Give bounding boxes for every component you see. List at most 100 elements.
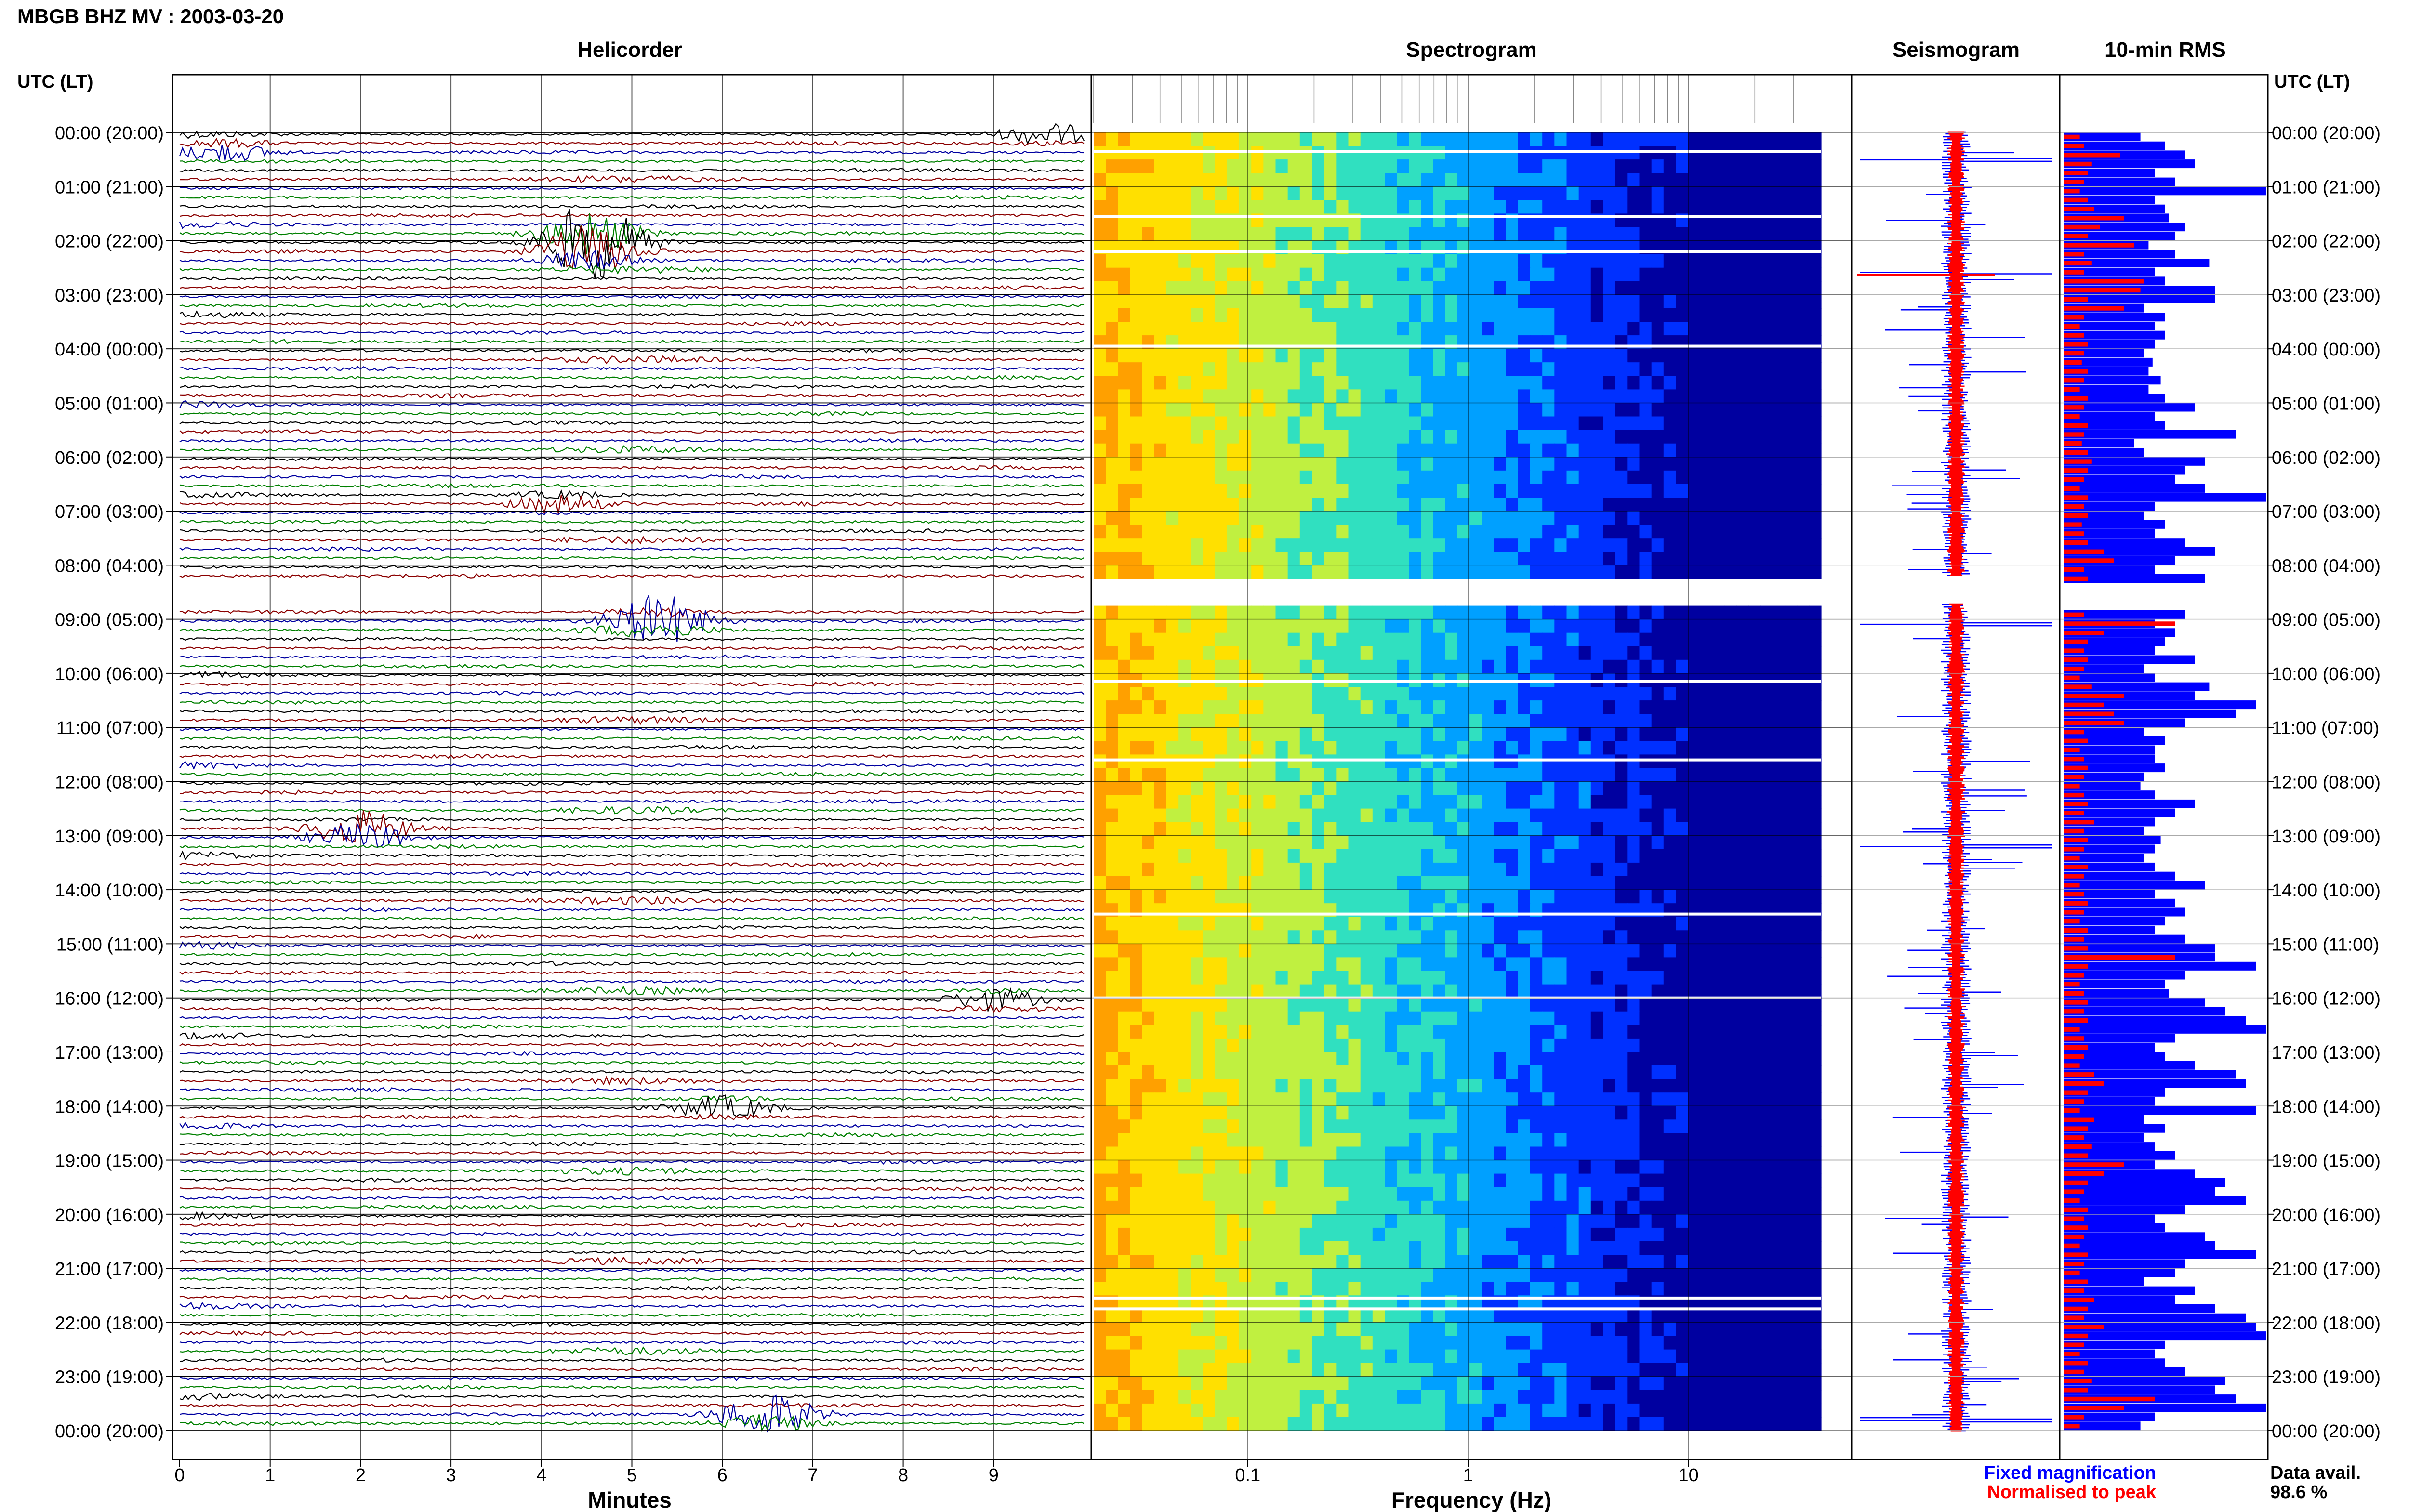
- spectrogram-cell: [1409, 646, 1422, 660]
- spectrogram-cell: [1469, 349, 1482, 363]
- spectrogram-cell: [1385, 267, 1397, 282]
- spectrogram-cell: [1482, 200, 1495, 214]
- spectrogram-cell: [1615, 930, 1628, 944]
- spectrogram-cell: [1239, 484, 1252, 498]
- spectrogram-cell: [1118, 511, 1131, 525]
- spectrogram-cell: [1603, 159, 1615, 173]
- spectrogram-cell: [1409, 862, 1422, 877]
- spectrogram-cell: [1445, 687, 1458, 701]
- spectrogram-cell: [1724, 849, 1737, 863]
- spectrogram-cell: [1263, 430, 1276, 444]
- spectrogram-cell: [1324, 457, 1337, 471]
- spectrogram-cell: [1336, 632, 1349, 647]
- spectrogram-cell: [1748, 862, 1761, 877]
- spectrogram-cell: [1191, 876, 1204, 890]
- spectrogram-cell: [1578, 849, 1591, 863]
- spectrogram-cell: [1760, 984, 1773, 999]
- spectrogram-cell: [1724, 443, 1737, 458]
- spectrogram-cell: [1312, 538, 1324, 552]
- spectrogram-cell: [1324, 741, 1337, 755]
- spectrogram-cell: [1627, 525, 1640, 539]
- spectrogram-cell: [1469, 1025, 1482, 1039]
- spectrogram-cell: [1360, 1025, 1373, 1039]
- spectrogram-cell: [1578, 1200, 1591, 1215]
- spectrogram-cell: [1651, 944, 1664, 958]
- spectrogram-cell: [1688, 984, 1700, 999]
- spectrogram-cell: [1554, 1052, 1567, 1066]
- spectrogram-cell: [1385, 998, 1397, 1012]
- spectrogram-cell: [1166, 376, 1179, 390]
- spectrogram-cell: [1409, 322, 1422, 336]
- spectrogram-cell: [1178, 768, 1191, 782]
- spectrogram-cell: [1530, 1011, 1543, 1026]
- spectrogram-cell: [1348, 294, 1361, 309]
- spectrogram-cell: [1360, 267, 1373, 282]
- spectrogram-cell: [1785, 687, 1798, 701]
- spectrogram-cell: [1651, 511, 1664, 525]
- spectrogram-cell: [1615, 470, 1628, 485]
- spectrogram-cell: [1130, 957, 1143, 972]
- spectrogram-cell: [1227, 565, 1240, 579]
- spectrogram-cell: [1445, 538, 1458, 552]
- spectrogram-cell: [1372, 430, 1385, 444]
- spectrogram-cell: [1748, 876, 1761, 890]
- spectrogram-cell: [1603, 1065, 1615, 1079]
- spectrogram-cell: [1324, 1065, 1337, 1079]
- spectrogram-cell: [1251, 267, 1264, 282]
- spectrogram-cell: [1360, 173, 1373, 187]
- spectrogram-cell: [1312, 200, 1324, 214]
- spectrogram-cell: [1615, 281, 1628, 295]
- spectrogram-cell: [1336, 132, 1349, 146]
- spectrogram-cell: [1324, 1227, 1337, 1242]
- spectrogram-cell: [1130, 430, 1143, 444]
- spectrogram-cell: [1639, 795, 1652, 809]
- spectrogram-cell: [1554, 511, 1567, 525]
- spectrogram-cell: [1688, 1200, 1700, 1215]
- spectrogram-cell: [1227, 605, 1240, 620]
- spectrogram-cell: [1397, 403, 1409, 417]
- spectrogram-cell: [1312, 484, 1324, 498]
- spectrogram-cell: [1663, 552, 1676, 565]
- spectrogram-cell: [1615, 457, 1628, 471]
- spectrogram-cell: [1760, 1214, 1773, 1228]
- spectrogram-cell: [1263, 538, 1276, 552]
- spectrogram-cell: [1142, 254, 1155, 268]
- spectrogram-cell: [1166, 971, 1179, 985]
- spectrogram-cell: [1094, 159, 1106, 173]
- spectrogram-cell: [1215, 538, 1228, 552]
- spectrogram-cell: [1397, 687, 1409, 701]
- spectrogram-cell: [1688, 1052, 1700, 1066]
- spectrogram-cell: [1566, 632, 1579, 647]
- spectrogram-cell: [1372, 173, 1385, 187]
- spectrogram-cell: [1154, 1200, 1167, 1215]
- spectrogram-cell: [1639, 200, 1652, 214]
- spectrogram-cell: [1445, 525, 1458, 539]
- spectrogram-cell: [1421, 1106, 1434, 1120]
- spectrogram-cell: [1299, 1025, 1312, 1039]
- spectrogram-cell: [1433, 1241, 1446, 1255]
- spectrogram-cell: [1299, 1052, 1312, 1066]
- spectrogram-cell: [1676, 1025, 1688, 1039]
- spectrogram-cell: [1785, 430, 1798, 444]
- spectrogram-cell: [1773, 998, 1786, 1012]
- spectrogram-cell: [1166, 227, 1179, 241]
- spectrogram-cell: [1397, 781, 1409, 796]
- spectrogram-cell: [1324, 957, 1337, 972]
- spectrogram-cell: [1191, 1038, 1204, 1052]
- spectrogram-cell: [1773, 822, 1786, 836]
- spectrogram-cell: [1178, 254, 1191, 268]
- spectrogram-cell: [1506, 457, 1519, 471]
- spectrogram-cell: [1566, 538, 1579, 552]
- spectrogram-cell: [1530, 146, 1543, 160]
- spectrogram-cell: [1530, 484, 1543, 498]
- spectrogram-cell: [1542, 971, 1555, 985]
- spectrogram-cell: [1748, 498, 1761, 512]
- spectrogram-cell: [1494, 930, 1507, 944]
- spectrogram-cell: [1590, 632, 1603, 647]
- spectrogram-cell: [1215, 741, 1228, 755]
- spectrogram-cell: [1688, 1160, 1700, 1174]
- spectrogram-cell: [1094, 632, 1106, 647]
- spectrogram-cell: [1421, 700, 1434, 714]
- spectrogram-cell: [1506, 565, 1519, 579]
- spectrogram-cell: [1275, 619, 1288, 633]
